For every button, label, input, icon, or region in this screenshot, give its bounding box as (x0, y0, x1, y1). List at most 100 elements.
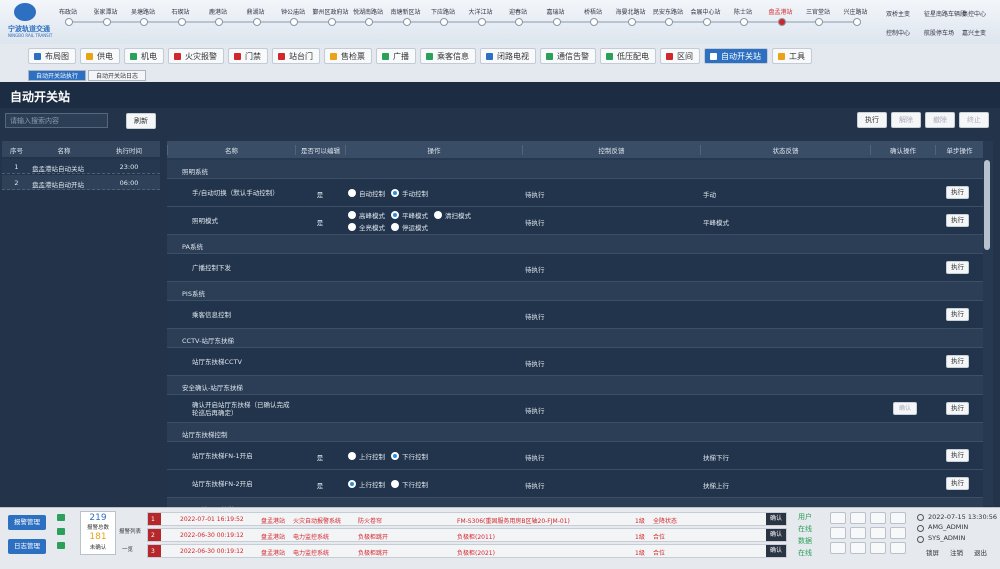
list-label[interactable]: 报警列表 (119, 529, 142, 535)
search-box[interactable]: 请输入搜索内容 (5, 113, 108, 128)
site-name[interactable]: 征星南路车辆段 (924, 11, 967, 18)
station-dot[interactable] (215, 18, 223, 26)
station-dot[interactable] (177, 18, 186, 26)
tool-icon[interactable] (830, 512, 846, 524)
station-name[interactable]: 鼎湖站 (246, 9, 265, 16)
station-name[interactable]: 鄞州区政府站 (312, 9, 349, 16)
station-name[interactable]: 陈士站 (733, 9, 752, 16)
group-name[interactable]: 站厅东扶梯控制 (182, 431, 228, 439)
tab[interactable]: 供电 (80, 48, 120, 64)
station-name[interactable]: 吴塘路站 (130, 9, 155, 16)
site-name[interactable]: 集控中心 (962, 11, 987, 18)
station-dot[interactable] (102, 18, 111, 26)
tab[interactable]: 自动开关站 (704, 48, 768, 64)
group-name[interactable]: 安全确认-站厅东扶梯 (182, 384, 243, 392)
station-name[interactable]: 盘孟港站 (768, 9, 793, 16)
station-name[interactable]: 海晏北路站 (615, 9, 646, 16)
station-dot[interactable] (815, 18, 823, 26)
list-label2[interactable]: 一览 (122, 547, 134, 553)
tab[interactable]: 乘客信息 (420, 48, 476, 64)
station-dot[interactable] (665, 18, 673, 26)
alarm-confirm[interactable]: 确认 (766, 513, 786, 525)
tab[interactable]: 门禁 (228, 48, 268, 64)
tab[interactable]: 站台门 (272, 48, 320, 64)
tab[interactable]: 机电 (124, 48, 164, 64)
toolbar-button[interactable]: 撤除 (925, 112, 955, 128)
tool-icon[interactable] (870, 512, 886, 524)
group-name[interactable]: CCTV-站厅东扶梯 (182, 337, 234, 345)
radio[interactable] (391, 211, 399, 219)
station-dot[interactable] (590, 18, 598, 26)
step-button[interactable]: 执行 (946, 402, 969, 415)
station-name[interactable]: 石碶站 (171, 9, 190, 16)
subtab[interactable]: 自动开关站日志 (88, 70, 146, 81)
tab[interactable]: 工具 (772, 48, 812, 64)
step-button[interactable]: 执行 (946, 261, 969, 274)
station-name[interactable]: 下应路站 (430, 9, 455, 16)
footer-button[interactable]: 报警管理 (8, 515, 46, 530)
radio[interactable] (434, 211, 442, 219)
radio-option[interactable]: 下行控制 (391, 451, 428, 461)
footer-action[interactable]: 锁屏 (926, 549, 939, 557)
tab[interactable]: 区间 (660, 48, 700, 64)
station-name[interactable]: 会展中心站 (690, 9, 721, 16)
tool-icon[interactable] (850, 542, 866, 554)
toolbar-button[interactable]: 执行 (857, 112, 887, 128)
tab[interactable]: 火灾报警 (168, 48, 224, 64)
station-name[interactable]: 大洋江站 (468, 9, 493, 16)
alarm-row[interactable] (147, 544, 787, 558)
radio[interactable] (391, 452, 399, 460)
station-name[interactable]: 钟公庙站 (280, 9, 305, 16)
radio-option[interactable]: 全亮模式 (348, 222, 385, 232)
step-button[interactable]: 执行 (946, 449, 969, 462)
tab[interactable]: 广播 (376, 48, 416, 64)
footer-button[interactable]: 日志管理 (8, 539, 46, 554)
station-dot[interactable] (702, 18, 711, 26)
refresh-button[interactable]: 刷新 (126, 113, 156, 129)
radio-option[interactable]: 自动控制 (348, 188, 385, 198)
tab[interactable]: 低压配电 (600, 48, 656, 64)
step-button[interactable]: 执行 (946, 477, 969, 490)
radio[interactable] (391, 480, 399, 488)
radio-option[interactable]: 上行控制 (348, 451, 385, 461)
station-dot[interactable] (290, 18, 298, 26)
tool-icon[interactable] (890, 542, 906, 554)
tool-icon[interactable] (830, 542, 846, 554)
station-name[interactable]: 悦湖南路站 (352, 9, 383, 16)
radio-option[interactable]: 停运模式 (391, 222, 428, 232)
tool-icon[interactable] (850, 512, 866, 524)
radio[interactable] (391, 189, 399, 197)
tool-icon[interactable] (890, 527, 906, 539)
station-name[interactable]: 鹿港站 (208, 9, 227, 16)
tool-icon[interactable] (830, 527, 846, 539)
station-name[interactable]: 迎春站 (508, 9, 527, 16)
radio-option[interactable]: 手动控制 (391, 188, 428, 198)
radio-option[interactable]: 高峰模式 (348, 210, 385, 220)
site-name[interactable]: 航股停车场 (924, 30, 955, 37)
tool-icon[interactable] (890, 512, 906, 524)
alarm-row[interactable] (147, 512, 787, 526)
step-button[interactable]: 执行 (946, 355, 969, 368)
toolbar-button[interactable]: 终止 (959, 112, 989, 128)
group-name[interactable]: PIS系统 (182, 290, 205, 298)
radio[interactable] (348, 480, 356, 488)
tab[interactable]: 售检票 (324, 48, 372, 64)
station-name[interactable]: 桥梧站 (583, 9, 602, 16)
alarm-confirm[interactable]: 确认 (766, 529, 786, 541)
tab[interactable]: 通信告警 (540, 48, 596, 64)
station-dot[interactable] (365, 18, 373, 26)
confirm-button[interactable]: 确认 (893, 402, 917, 415)
tool-icon[interactable] (870, 527, 886, 539)
tab[interactable]: 布局图 (28, 48, 76, 64)
radio-option[interactable]: 平峰模式 (391, 210, 428, 220)
station-dot[interactable] (777, 18, 786, 26)
footer-action[interactable]: 退出 (974, 549, 987, 557)
station-dot[interactable] (252, 18, 261, 26)
radio[interactable] (391, 223, 399, 231)
radio-option[interactable]: 清扫模式 (434, 210, 471, 220)
station-dot[interactable] (627, 18, 636, 26)
site-name[interactable]: 双桥主变 (886, 11, 911, 18)
alarm-confirm[interactable]: 确认 (766, 545, 786, 557)
tool-icon[interactable] (870, 542, 886, 554)
left-row[interactable] (2, 175, 160, 190)
